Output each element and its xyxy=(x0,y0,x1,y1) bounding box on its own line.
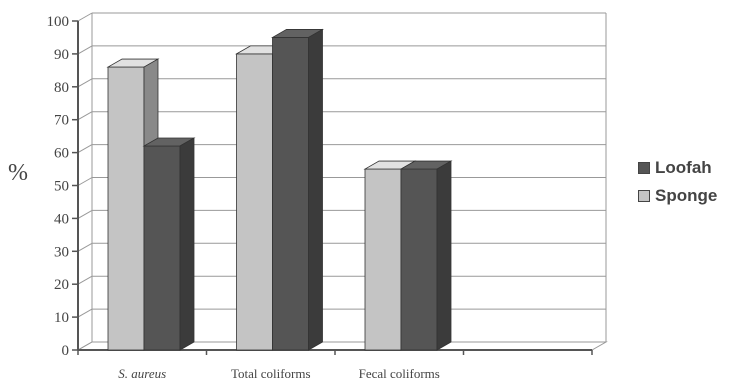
gridline-side xyxy=(77,209,93,219)
gridline-side xyxy=(77,45,93,55)
y-tick-label: 50 xyxy=(54,179,69,195)
bar-side xyxy=(179,137,195,351)
y-tick-label: 80 xyxy=(54,80,69,96)
bar-loofah xyxy=(399,160,453,351)
gridline-side xyxy=(77,275,93,285)
y-tick-label: 40 xyxy=(54,211,69,227)
y-tick-label: 100 xyxy=(47,14,70,30)
x-tick-label: Total coliforms xyxy=(231,366,311,381)
legend-swatch-loofah xyxy=(638,162,650,174)
legend-item-sponge: Sponge xyxy=(638,182,717,210)
bar-sponge xyxy=(106,58,160,351)
y-tick-label: 30 xyxy=(54,244,69,260)
legend-swatch-sponge xyxy=(638,190,650,202)
legend-label-loofah: Loofah xyxy=(655,158,712,177)
bar-loofah xyxy=(142,137,196,351)
gridline-side xyxy=(77,144,93,154)
bar-front xyxy=(272,37,309,351)
y-axis-label: % xyxy=(8,160,28,186)
y-tick-label: 90 xyxy=(54,47,69,63)
bars xyxy=(106,28,453,351)
gridline-side xyxy=(77,177,93,186)
legend-item-loofah: Loofah xyxy=(638,154,717,182)
legend-label-sponge: Sponge xyxy=(655,186,718,205)
legend: Loofah Sponge xyxy=(638,154,717,210)
y-tick-label: 10 xyxy=(54,310,69,326)
gridline-side xyxy=(77,78,93,88)
tick-labels: 0 10 20 30 40 50 60 70 80 90 100 S. aureus Total col… xyxy=(47,14,440,381)
y-tick-label: 60 xyxy=(54,146,69,162)
y-tick-label: 20 xyxy=(54,277,69,293)
x-tick-label: Fecal coliforms xyxy=(359,366,440,381)
bar-front xyxy=(364,168,402,351)
gridline-side xyxy=(77,12,93,22)
gridline-side xyxy=(77,111,93,121)
gridline-side xyxy=(77,242,93,252)
y-tick-label: 70 xyxy=(54,113,69,129)
gridline-side xyxy=(77,308,93,318)
y-tick-label: 0 xyxy=(62,343,70,359)
bar-side xyxy=(436,160,452,351)
bar-side xyxy=(308,28,323,351)
bar-front xyxy=(400,168,438,351)
bar-loofah xyxy=(270,28,325,351)
bar-front xyxy=(236,53,273,351)
bar-front xyxy=(143,145,181,351)
bar-front xyxy=(107,66,145,351)
x-tick-label: S. aureus xyxy=(118,366,166,381)
